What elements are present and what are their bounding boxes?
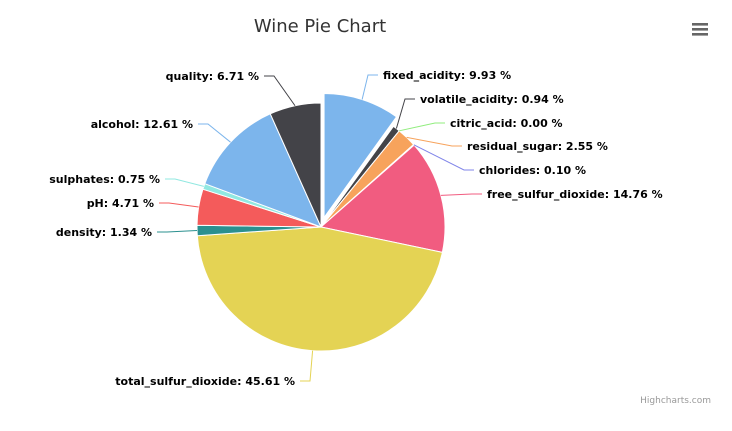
pie-slices	[196, 92, 446, 352]
data-label-citric-acid: citric_acid: 0.00 %	[450, 117, 563, 130]
connector-free-sulfur-dioxide	[440, 193, 482, 196]
data-label-residual-sugar: residual_sugar: 2.55 %	[467, 140, 608, 153]
connector-ph	[159, 202, 199, 208]
data-label-density: density: 1.34 %	[56, 226, 152, 239]
connector-quality	[264, 75, 296, 107]
pie-slice-free-sulfur-dioxide[interactable]	[320, 144, 446, 253]
connector-total-sulfur-dioxide	[300, 350, 314, 382]
connector-density	[157, 229, 198, 233]
data-label-chlorides: chlorides: 0.10 %	[479, 164, 586, 177]
pie-slice-alcohol[interactable]	[204, 113, 322, 228]
data-label-quality: quality: 6.71 %	[166, 70, 259, 83]
connector-alcohol	[198, 123, 231, 143]
data-labels: fixed_acidity: 9.93 % volatile_acidity: 0…	[49, 69, 662, 388]
pie-slice-total-sulfur-dioxide[interactable]	[196, 226, 443, 352]
credits-link[interactable]: Highcharts.com	[640, 396, 711, 406]
connector-fixed-acidity	[361, 74, 378, 100]
hamburger-menu-icon[interactable]	[688, 18, 712, 40]
data-label-ph: pH: 4.71 %	[87, 197, 154, 210]
connector-sulphates	[165, 178, 204, 187]
connector-chlorides	[413, 144, 474, 171]
data-label-total-sulfur-dioxide: total_sulfur_dioxide: 45.61 %	[115, 375, 295, 388]
connector-residual-sugar	[406, 136, 462, 147]
data-label-connectors	[157, 74, 482, 382]
connector-volatile-acidity	[395, 98, 415, 129]
data-label-sulphates: sulphates: 0.75 %	[49, 173, 160, 186]
data-label-alcohol: alcohol: 12.61 %	[91, 118, 193, 131]
data-label-volatile-acidity: volatile_acidity: 0.94 %	[420, 93, 564, 106]
data-label-free-sulfur-dioxide: free_sulfur_dioxide: 14.76 %	[487, 188, 663, 201]
chart-title: Wine Pie Chart	[254, 16, 386, 37]
pie-slice-fixed-acidity[interactable]	[323, 92, 398, 218]
connector-citric-acid	[399, 122, 445, 132]
data-label-fixed-acidity: fixed_acidity: 9.93 %	[383, 69, 511, 82]
